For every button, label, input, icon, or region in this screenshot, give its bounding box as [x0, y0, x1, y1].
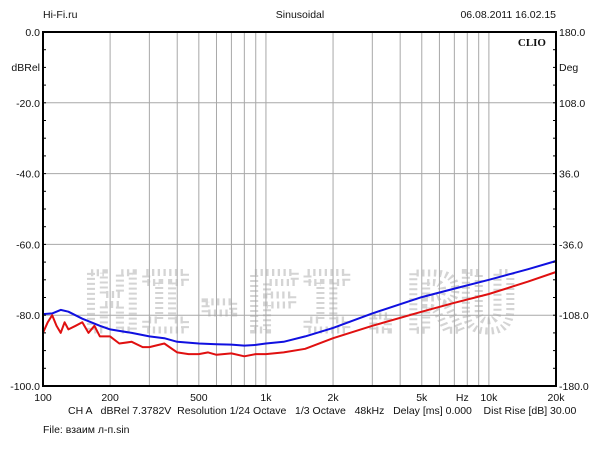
y2-tick-label: -108.0	[559, 310, 589, 322]
y2-tick-label: -180.0	[559, 381, 589, 393]
y2-tick-label: 180.0	[559, 27, 585, 39]
x-tick-label: 10k	[480, 392, 498, 404]
footer-file: File: взаим л-п.sin	[43, 424, 130, 436]
x-tick-label: 2k	[328, 392, 340, 404]
y-tick-label: -20.0	[16, 98, 40, 110]
x-tick-label: 5k	[416, 392, 428, 404]
y-axis-label: dBRel	[11, 62, 40, 74]
y-tick-label: -40.0	[16, 169, 40, 181]
footer-info: CH A dBRel 7.3782V Resolution 1/24 Octav…	[68, 405, 576, 417]
x-tick-label: 500	[190, 392, 208, 404]
clio-brand: CLIO	[518, 37, 547, 49]
series-line-red	[42, 271, 557, 358]
y-tick-label: -60.0	[16, 239, 40, 251]
y-tick-label: -80.0	[16, 310, 40, 322]
y2-axis-label: Deg	[559, 62, 578, 74]
header-left: Hi-Fi.ru	[43, 9, 78, 21]
x-tick-label: 100	[34, 392, 52, 404]
y-tick-label: -100.0	[10, 381, 40, 393]
y-tick-label: 0.0	[25, 27, 40, 39]
y2-tick-label: -36.0	[559, 239, 583, 251]
x-tick-label: 20k	[548, 392, 566, 404]
series-line-blue	[42, 260, 557, 347]
header-title: Sinusoidal	[276, 9, 324, 21]
header-datetime: 06.08.2011 16.02.15	[460, 9, 556, 21]
y2-tick-label: 108.0	[559, 98, 585, 110]
y2-tick-label: 36.0	[559, 169, 580, 181]
x-tick-label: 200	[101, 392, 119, 404]
x-tick-label: Hz	[456, 392, 469, 404]
x-tick-label: 1k	[260, 392, 272, 404]
